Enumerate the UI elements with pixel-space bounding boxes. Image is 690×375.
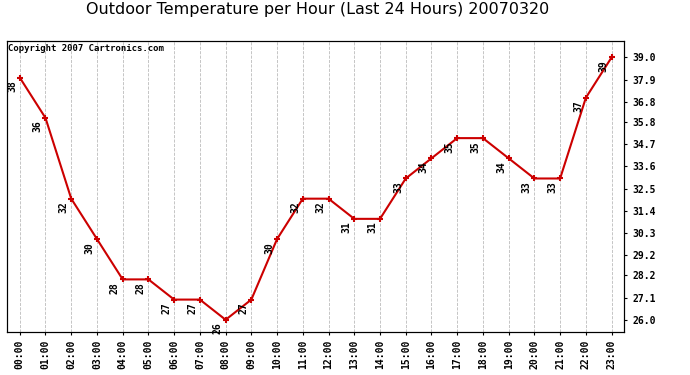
Text: 32: 32 [316, 201, 326, 213]
Text: 27: 27 [161, 302, 171, 314]
Text: Outdoor Temperature per Hour (Last 24 Hours) 20070320: Outdoor Temperature per Hour (Last 24 Ho… [86, 2, 549, 17]
Text: 32: 32 [290, 201, 300, 213]
Text: Copyright 2007 Cartronics.com: Copyright 2007 Cartronics.com [8, 44, 164, 53]
Text: 36: 36 [32, 121, 43, 132]
Text: 32: 32 [59, 201, 68, 213]
Text: 27: 27 [187, 302, 197, 314]
Text: 30: 30 [84, 242, 94, 254]
Text: 33: 33 [547, 181, 558, 193]
Text: 35: 35 [470, 141, 480, 153]
Text: 33: 33 [522, 181, 531, 193]
Text: 28: 28 [136, 282, 146, 294]
Text: 39: 39 [599, 60, 609, 72]
Text: 31: 31 [367, 222, 377, 233]
Text: 33: 33 [393, 181, 403, 193]
Text: 38: 38 [7, 80, 17, 92]
Text: 30: 30 [264, 242, 275, 254]
Text: 35: 35 [444, 141, 455, 153]
Text: 37: 37 [573, 100, 583, 112]
Text: 28: 28 [110, 282, 120, 294]
Text: 31: 31 [342, 222, 351, 233]
Text: 34: 34 [496, 161, 506, 173]
Text: 27: 27 [239, 302, 248, 314]
Text: 26: 26 [213, 322, 223, 334]
Text: 34: 34 [419, 161, 428, 173]
